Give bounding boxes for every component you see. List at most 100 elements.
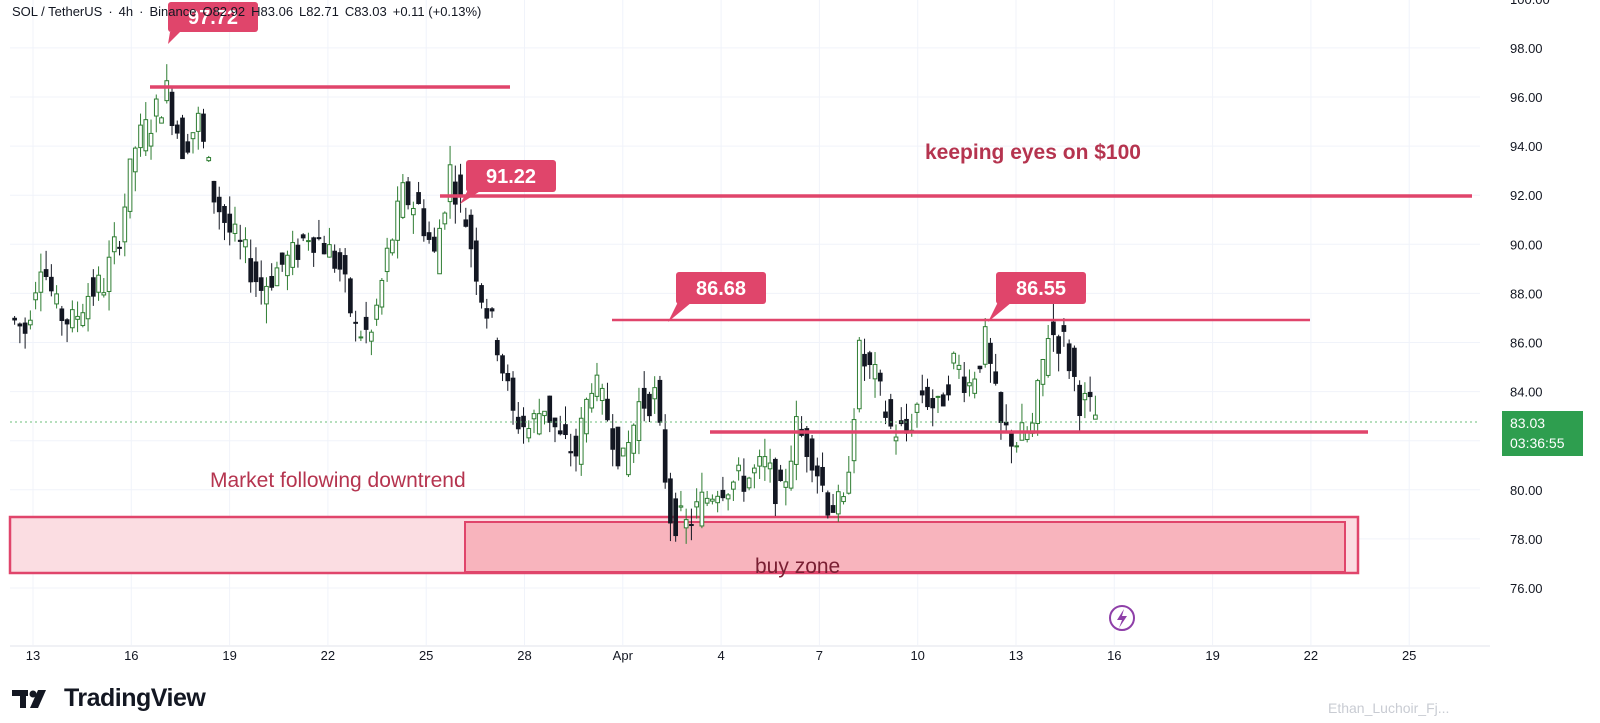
y-tick-label: 92.00 (1510, 188, 1543, 203)
candle-up (28, 319, 33, 326)
candle-down (269, 275, 275, 288)
x-tick-label: 4 (717, 648, 724, 663)
legend-symbol[interactable]: SOL / TetherUS (12, 4, 103, 19)
candle-up (725, 494, 731, 500)
candle-down (547, 395, 553, 423)
candle-down (673, 498, 679, 537)
candle-down (279, 252, 285, 265)
candle-up (856, 339, 862, 410)
candle-down (174, 124, 180, 134)
candle-up (290, 242, 296, 268)
candle-down (505, 372, 511, 382)
candle-up (851, 419, 857, 462)
candle-down (348, 278, 353, 314)
legend-low: L82.71 (299, 4, 339, 19)
candle-up (106, 256, 112, 292)
candle-up (148, 132, 154, 147)
y-tick-label: 96.00 (1510, 90, 1543, 105)
candle-down (1009, 431, 1014, 447)
candle-down (830, 505, 836, 513)
legend-interval[interactable]: 4h (118, 4, 134, 19)
price-label-86-68: 86.68 (668, 272, 766, 322)
candle-up (1093, 414, 1098, 420)
candle-up (80, 312, 86, 327)
candle-down (353, 321, 358, 324)
candle-down (484, 308, 490, 319)
candle-down (993, 371, 999, 384)
candle-down (919, 390, 925, 396)
candle-down (804, 428, 810, 457)
candle-up (542, 410, 547, 417)
candle-down (17, 323, 23, 327)
candle-up (736, 464, 741, 472)
time-axis[interactable]: 13 16 19 22 25 28 Apr 4 7 10 13 16 19 22 25 (10, 645, 1490, 663)
y-tick-label: 80.00 (1510, 483, 1543, 498)
candle-up (710, 498, 715, 502)
candle-down (468, 214, 474, 250)
candle-down (510, 377, 516, 411)
candle-down (521, 415, 526, 428)
x-tick-label: Apr (613, 648, 634, 663)
replay-lightning-icon[interactable] (1109, 605, 1135, 631)
x-tick-label: 16 (124, 648, 138, 663)
last-price-countdown: 03:36:55 (1510, 435, 1565, 451)
candle-down (258, 277, 264, 291)
candle-up (715, 495, 720, 504)
candle-down (211, 180, 217, 203)
y-tick-label: 88.00 (1510, 286, 1543, 301)
candle-down (940, 394, 946, 407)
candle-down (773, 458, 778, 505)
candle-down (573, 435, 579, 457)
candle-up (1045, 338, 1051, 376)
last-price-badge: 83.03 03:36:55 (1502, 411, 1583, 456)
legend-exchange: Binance (149, 4, 197, 19)
candle-down (977, 365, 983, 370)
candle-up (846, 471, 852, 494)
candle-up (731, 481, 736, 490)
candle-up (683, 519, 689, 529)
candle-down (657, 379, 663, 423)
candle-up (956, 364, 962, 370)
candle-down (867, 352, 873, 366)
candle-down (888, 399, 894, 427)
candle-up (704, 497, 710, 504)
candle-up (767, 462, 773, 470)
candle-up (935, 395, 941, 398)
candle-up (395, 200, 400, 241)
candle-up (447, 164, 453, 203)
candle-down (169, 91, 175, 126)
candle-down (185, 141, 191, 153)
candle-up (584, 398, 589, 435)
y-tick-label: 84.00 (1510, 385, 1543, 400)
candle-up (411, 207, 416, 216)
candle-down (615, 426, 621, 467)
candle-up (132, 147, 138, 173)
candle-down (248, 258, 254, 283)
candle-down (489, 308, 495, 312)
candle-up (38, 271, 44, 293)
candle-up (1035, 380, 1041, 424)
candle-up (893, 436, 899, 442)
candle-down (64, 319, 70, 325)
candle-up (620, 447, 626, 457)
candle-down (883, 411, 888, 418)
legend-close: C83.03 (344, 4, 387, 19)
legend-sep-2: · (139, 4, 144, 19)
candle-down (1056, 336, 1061, 354)
candle-up (358, 336, 364, 339)
candle-down (741, 475, 747, 492)
candle-down (22, 322, 28, 334)
legend-high: H83.06 (251, 4, 294, 19)
candle-up (384, 247, 390, 273)
candle-down (568, 451, 574, 454)
candle-up (264, 285, 269, 305)
candle-down (363, 316, 369, 330)
buy-zone-inner (464, 521, 1346, 573)
price-axis[interactable]: 76.0078.0080.0082.0084.0086.0088.0090.00… (1510, 0, 1550, 596)
candle-up (578, 417, 584, 465)
candle-up (752, 467, 757, 474)
candle-up (783, 481, 789, 488)
candle-down (689, 524, 694, 527)
candle-down (961, 376, 967, 393)
